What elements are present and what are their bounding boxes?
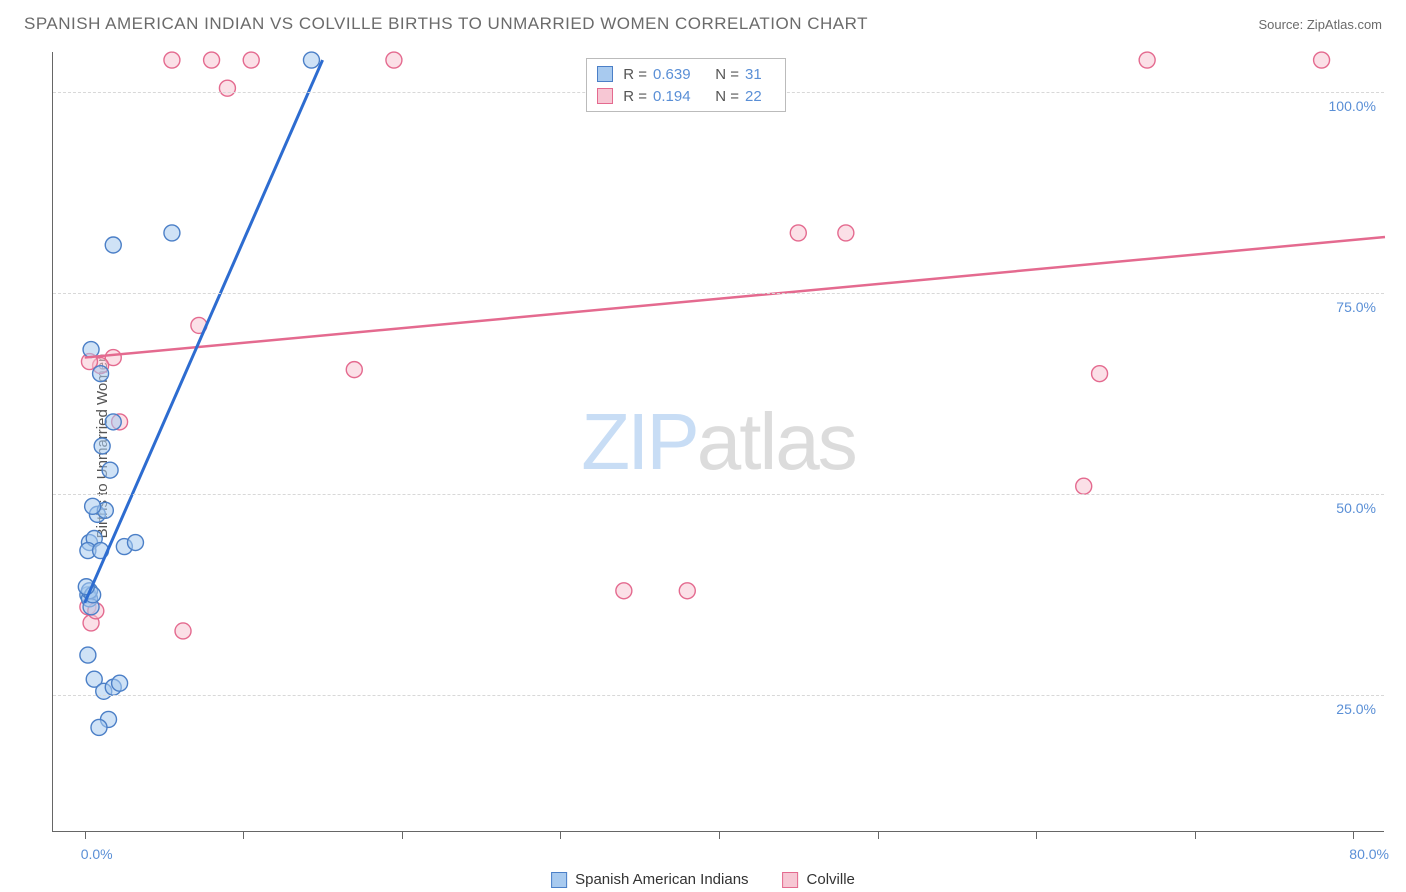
data-point	[93, 366, 109, 382]
trend-line	[85, 60, 323, 603]
x-tick	[243, 831, 244, 839]
bottom-legend: Spanish American Indians Colville	[551, 871, 855, 888]
x-tick	[1353, 831, 1354, 839]
stats-row-series-1: R = 0.639 N = 31	[597, 63, 775, 85]
data-point	[1076, 478, 1092, 494]
y-tick-label: 25.0%	[1336, 701, 1376, 717]
data-point	[346, 362, 362, 378]
gridline	[53, 494, 1384, 495]
x-tick-label: 80.0%	[1349, 846, 1389, 862]
data-point	[91, 719, 107, 735]
gridline	[53, 695, 1384, 696]
data-point	[204, 52, 220, 68]
data-point	[243, 52, 259, 68]
stats-row-series-2: R = 0.194 N = 22	[597, 85, 775, 107]
chart-title: SPANISH AMERICAN INDIAN VS COLVILLE BIRT…	[24, 14, 868, 34]
stats-legend-box: R = 0.639 N = 31 R = 0.194 N = 22	[586, 58, 786, 112]
chart-plot-area: ZIPatlas 25.0%50.0%75.0%100.0%0.0%80.0%	[52, 52, 1384, 832]
data-point	[679, 583, 695, 599]
data-point	[303, 52, 319, 68]
data-point	[386, 52, 402, 68]
data-point	[164, 52, 180, 68]
data-point	[838, 225, 854, 241]
gridline	[53, 293, 1384, 294]
y-tick-label: 100.0%	[1329, 98, 1376, 114]
data-point	[616, 583, 632, 599]
x-tick	[1195, 831, 1196, 839]
data-point	[1314, 52, 1330, 68]
x-tick	[560, 831, 561, 839]
swatch-series-1-bottom	[551, 872, 567, 888]
data-point	[790, 225, 806, 241]
data-point	[105, 414, 121, 430]
legend-item-series-2: Colville	[783, 871, 855, 888]
x-tick	[719, 831, 720, 839]
trend-line	[85, 237, 1385, 358]
data-point	[175, 623, 191, 639]
data-point	[105, 237, 121, 253]
x-tick-label: 0.0%	[81, 846, 113, 862]
y-tick-label: 50.0%	[1336, 500, 1376, 516]
swatch-series-2	[597, 88, 613, 104]
x-tick	[402, 831, 403, 839]
x-tick	[878, 831, 879, 839]
data-point	[219, 80, 235, 96]
scatter-svg	[53, 52, 1384, 831]
x-tick	[1036, 831, 1037, 839]
data-point	[127, 535, 143, 551]
data-point	[1092, 366, 1108, 382]
swatch-series-1	[597, 66, 613, 82]
source-label: Source: ZipAtlas.com	[1258, 17, 1382, 32]
data-point	[1139, 52, 1155, 68]
data-point	[80, 647, 96, 663]
data-point	[85, 498, 101, 514]
swatch-series-2-bottom	[783, 872, 799, 888]
y-tick-label: 75.0%	[1336, 299, 1376, 315]
x-tick	[85, 831, 86, 839]
data-point	[102, 462, 118, 478]
data-point	[112, 675, 128, 691]
legend-item-series-1: Spanish American Indians	[551, 871, 748, 888]
data-point	[83, 342, 99, 358]
data-point	[94, 438, 110, 454]
data-point	[164, 225, 180, 241]
